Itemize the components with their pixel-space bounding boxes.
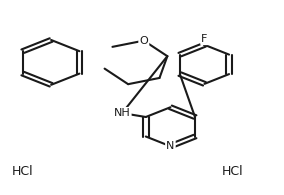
Text: HCl: HCl <box>222 165 244 178</box>
Text: O: O <box>139 36 148 46</box>
Text: F: F <box>201 34 208 44</box>
Text: N: N <box>166 141 175 151</box>
Text: NH: NH <box>114 108 130 118</box>
Text: HCl: HCl <box>12 165 34 178</box>
